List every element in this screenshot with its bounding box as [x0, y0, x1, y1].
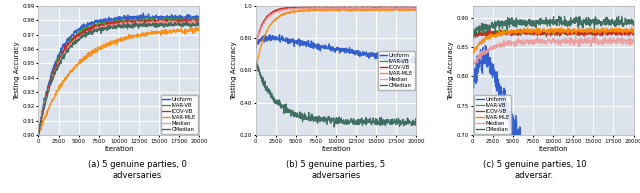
- X-axis label: Iteration: Iteration: [321, 146, 351, 152]
- Legend: Uniform, IVAR-VB, ICOV-VB, IVAR-MLE, Median, CMedian: Uniform, IVAR-VB, ICOV-VB, IVAR-MLE, Med…: [161, 95, 198, 134]
- Y-axis label: Testing Accuracy: Testing Accuracy: [14, 41, 20, 100]
- Legend: Uniform, IVAR-VB, ICOV-VB, IVAR-MLE, Median, CMedian: Uniform, IVAR-VB, ICOV-VB, IVAR-MLE, Med…: [474, 95, 511, 134]
- Text: (a) 5 genuine parties, 0
adversaries: (a) 5 genuine parties, 0 adversaries: [88, 160, 187, 180]
- Y-axis label: Testing Accuracy: Testing Accuracy: [448, 41, 454, 100]
- Legend: Uniform, IVAR-VB, ICOV-VB, IVAR-MLE, Median, CMedian: Uniform, IVAR-VB, ICOV-VB, IVAR-MLE, Med…: [378, 51, 415, 90]
- X-axis label: Iteration: Iteration: [104, 146, 134, 152]
- Text: (c) 5 genuine parties, 10
adversar.: (c) 5 genuine parties, 10 adversar.: [483, 160, 586, 180]
- Y-axis label: Testing Accuracy: Testing Accuracy: [231, 41, 237, 100]
- Text: (b) 5 genuine parties, 5
adversaries: (b) 5 genuine parties, 5 adversaries: [287, 160, 385, 180]
- X-axis label: Iteration: Iteration: [538, 146, 568, 152]
